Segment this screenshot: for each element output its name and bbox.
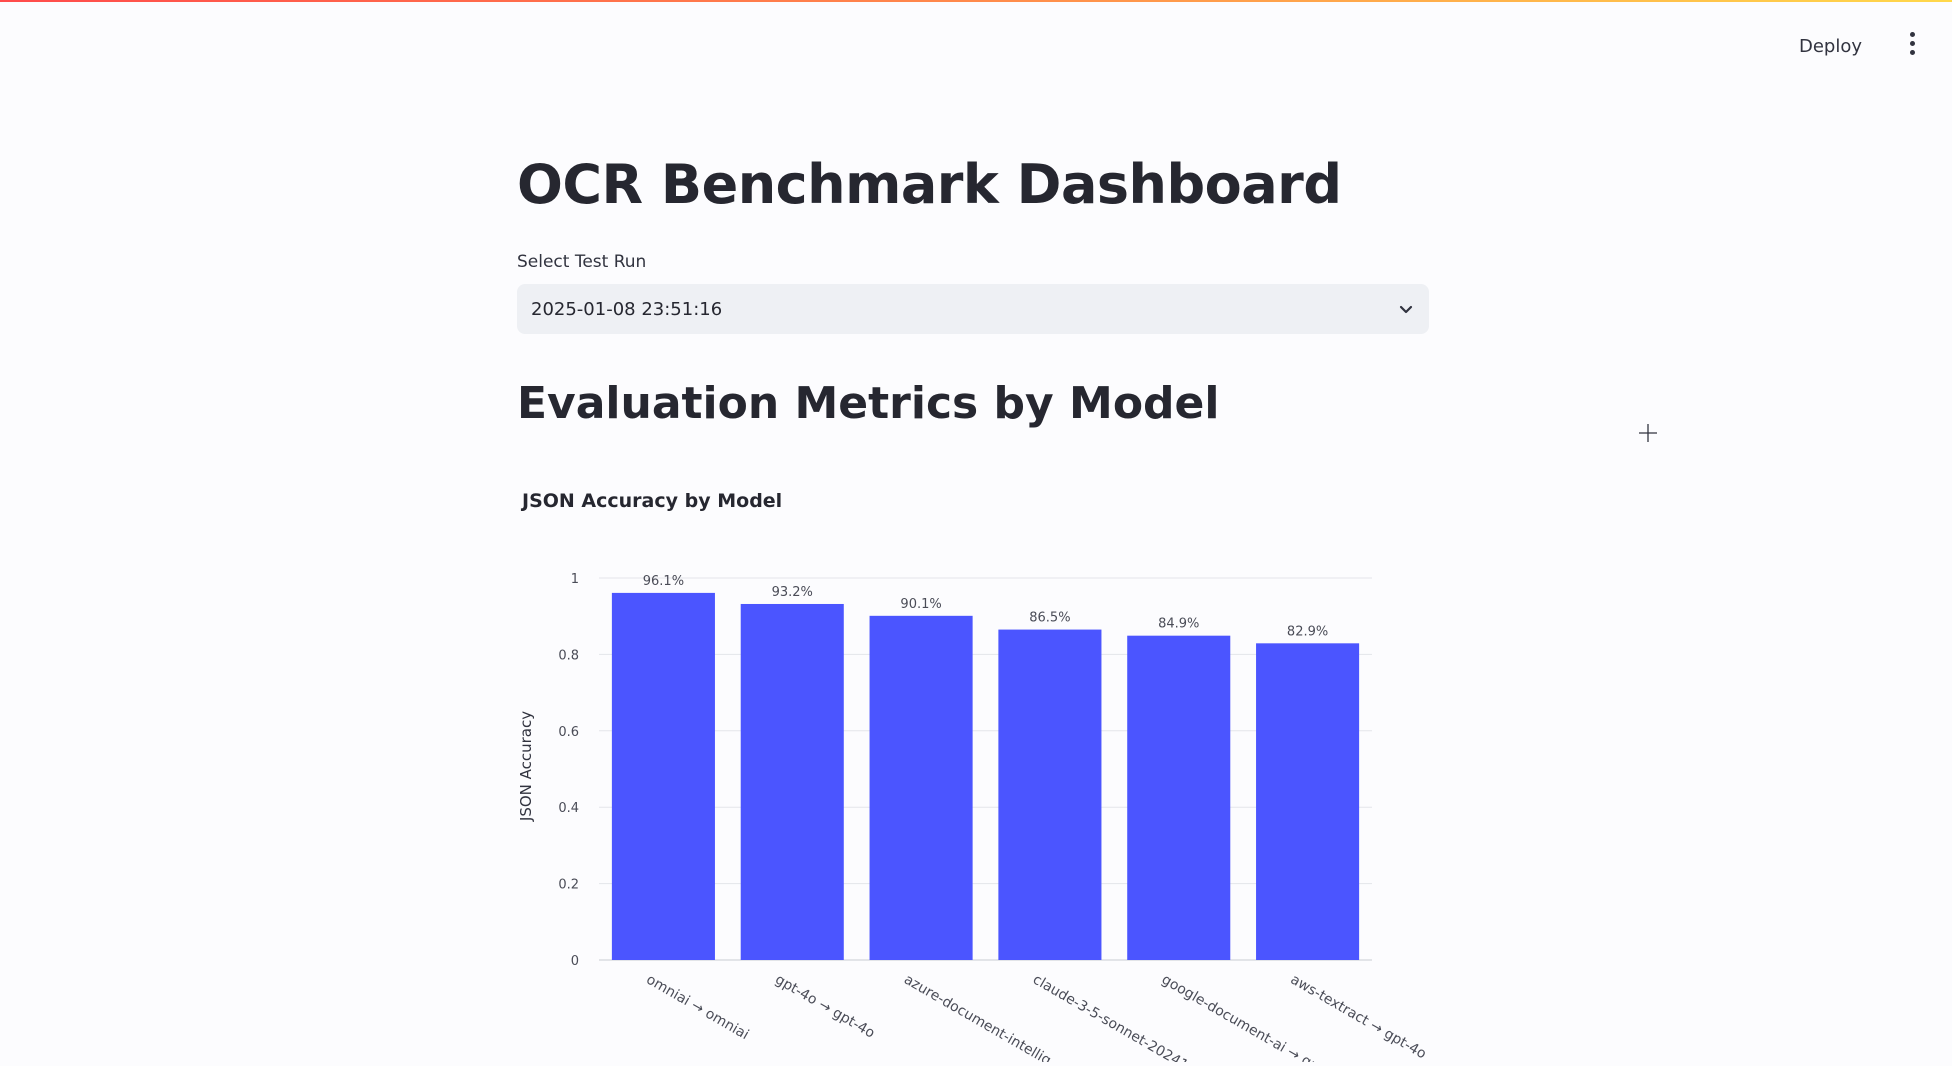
y-tick-label: 0.8 [558,648,579,663]
x-tick-label: gpt-4o → gpt-4o [772,972,877,1042]
bar-data-label: 90.1% [900,597,941,612]
bar[interactable] [869,615,973,960]
y-tick-label: 0.2 [558,878,579,893]
crosshair-cursor-icon [1638,423,1658,443]
more-vertical-icon[interactable] [1902,32,1922,58]
y-tick-label: 0.4 [558,801,579,816]
bar-data-label: 84.9% [1158,617,1199,632]
y-axis-label: JSON Accuracy [517,711,535,822]
bar-data-label: 93.2% [772,585,813,600]
json-accuracy-chart[interactable]: JSON Accuracy by Model 96.1% 93.2% 90.1% 86… [517,480,1437,1066]
section-title: Evaluation Metrics by Model [517,378,1220,429]
test-run-select[interactable]: 2025-01-08 23:51:16 [517,284,1429,334]
app-header: Deploy [0,0,1952,90]
bar[interactable] [611,592,715,960]
page-title: OCR Benchmark Dashboard [517,153,1342,216]
bar[interactable] [1256,643,1360,960]
top-accent-bar [0,0,1952,2]
main-content: OCR Benchmark Dashboard Select Test Run … [517,150,1429,434]
deploy-button[interactable]: Deploy [1798,36,1862,57]
bar-data-label: 96.1% [643,574,684,589]
bar-chart-svg: 96.1% 93.2% 90.1% 86.5% 84.9% 82.9% 0 0.2 0.4 0.… [517,572,1429,1066]
test-run-select-value: 2025-01-08 23:51:16 [531,298,723,320]
y-tick-label: 1 [571,572,579,587]
chart-title: JSON Accuracy by Model [522,490,783,512]
y-tick-label: 0.6 [558,725,579,740]
x-tick-label: omniai → omniai [643,972,751,1044]
select-test-run-label: Select Test Run [517,252,647,272]
bar[interactable] [998,629,1102,960]
chevron-down-icon[interactable] [1397,300,1415,318]
x-tick-label: aws-textract → gpt-4o [1288,972,1429,1062]
bar-data-label: 86.5% [1029,611,1070,626]
bar-data-label: 82.9% [1287,624,1328,639]
bar[interactable] [740,603,844,960]
bar[interactable] [1127,635,1231,960]
y-tick-label: 0 [571,954,579,969]
